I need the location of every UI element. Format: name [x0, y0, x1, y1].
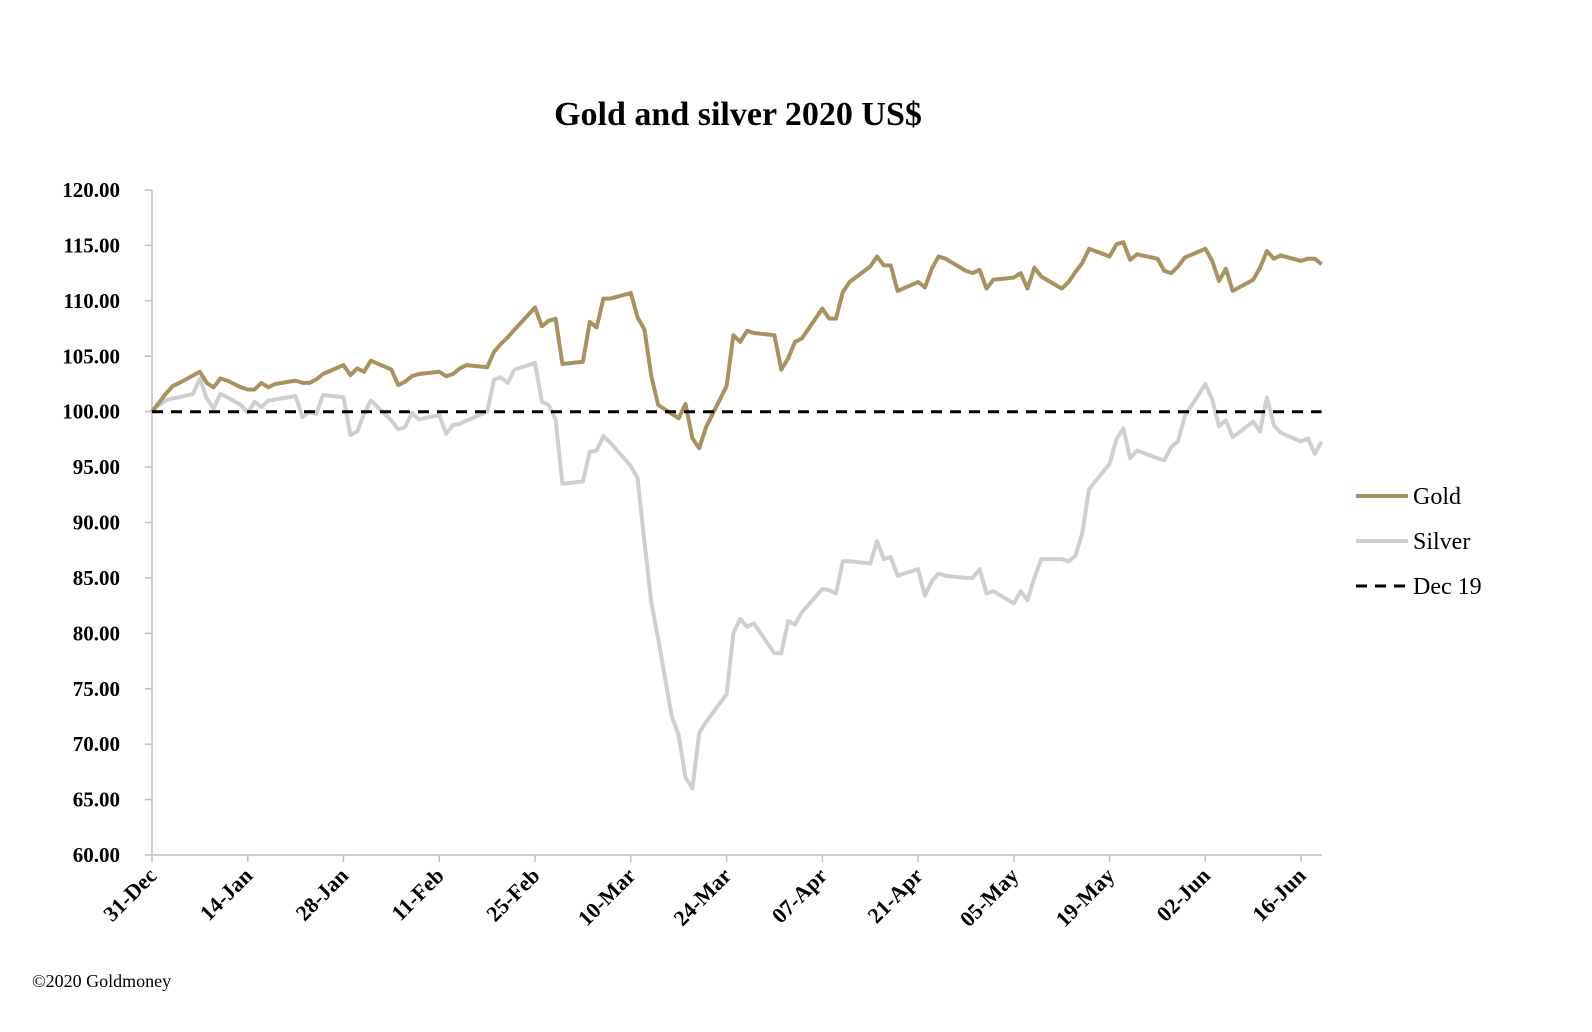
x-tick-label: 24-Mar	[668, 863, 736, 931]
legend-label-dec-19: Dec 19	[1413, 574, 1482, 600]
x-tick-label: 02-Jun	[1151, 863, 1214, 926]
y-tick-label: 110.00	[63, 289, 120, 313]
y-tick-label: 105.00	[62, 344, 120, 368]
x-tick-label: 16-Jun	[1247, 863, 1310, 926]
y-tick-label: 80.00	[73, 621, 120, 645]
y-tick-label: 115.00	[63, 233, 120, 257]
y-tick-label: 70.00	[73, 732, 120, 756]
plot-area	[150, 240, 1324, 791]
x-tick-label: 10-Mar	[573, 863, 641, 931]
legend: Gold Silver Dec 19	[1356, 484, 1482, 600]
legend-label-silver: Silver	[1413, 529, 1470, 555]
series-line-silver	[150, 360, 1324, 791]
x-tick-label: 05-May	[955, 863, 1024, 932]
y-tick-label: 65.00	[73, 788, 120, 812]
x-tick-label: 19-May	[1050, 863, 1119, 932]
x-tick-label: 28-Jan	[290, 863, 353, 926]
y-tick-label: 95.00	[73, 455, 120, 479]
y-tick-label: 100.00	[62, 400, 120, 424]
y-tick-label: 60.00	[73, 843, 120, 867]
x-tick-label: 21-Apr	[862, 863, 927, 928]
y-axis: 60.00 65.00 70.00 75.00 80.00 85.00 90.00 95.00…	[62, 178, 153, 867]
y-tick-label: 75.00	[73, 677, 120, 701]
x-tick-label: 11-Feb	[386, 863, 449, 926]
legend-label-gold: Gold	[1413, 484, 1461, 510]
x-tick-label: 25-Feb	[481, 863, 544, 926]
x-tick-label: 14-Jan	[195, 863, 258, 926]
x-tick-label: 07-Apr	[767, 863, 832, 928]
y-tick-label: 85.00	[73, 566, 120, 590]
chart-title: Gold and silver 2020 US$	[554, 96, 922, 133]
y-tick-label: 90.00	[73, 511, 120, 535]
x-tick-label: 31-Dec	[98, 863, 162, 927]
y-tick-label: 120.00	[62, 178, 120, 202]
copyright-text: ©2020 Goldmoney	[32, 971, 171, 991]
x-axis: 31-Dec 14-Jan 28-Jan 11-Feb 25-Feb 10-Mar 24-M…	[98, 854, 1322, 932]
series-line-gold	[150, 240, 1323, 451]
